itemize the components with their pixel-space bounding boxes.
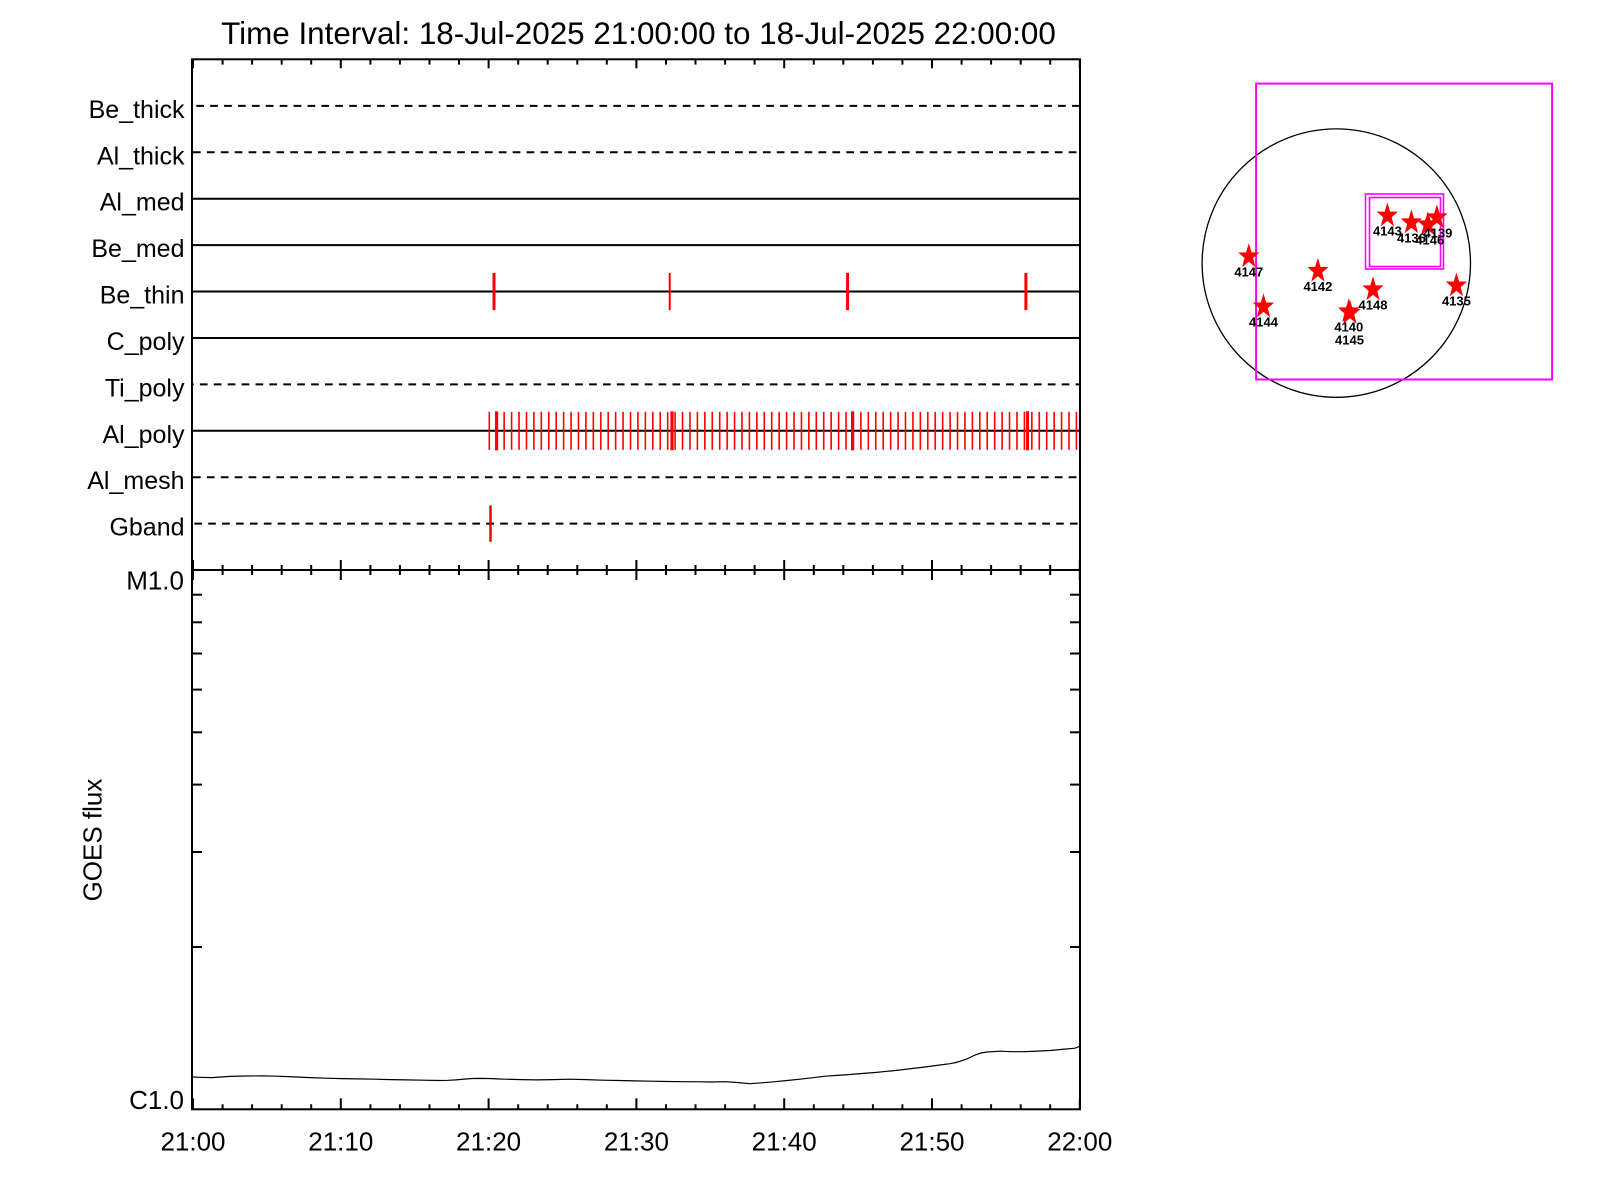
svg-text:4142: 4142: [1303, 279, 1332, 294]
svg-text:Be_thick: Be_thick: [89, 96, 185, 124]
svg-text:GOES flux: GOES flux: [77, 779, 107, 902]
svg-text:Time Interval: 18-Jul-2025 21:: Time Interval: 18-Jul-2025 21:00:00 to 1…: [221, 16, 1056, 51]
svg-text:4148: 4148: [1359, 298, 1388, 313]
svg-text:Al_thick: Al_thick: [97, 142, 185, 170]
svg-text:C_poly: C_poly: [107, 328, 185, 356]
svg-text:21:40: 21:40: [752, 1127, 817, 1157]
svg-text:Gband: Gband: [109, 514, 184, 542]
svg-text:21:50: 21:50: [899, 1127, 964, 1157]
svg-text:4135: 4135: [1442, 294, 1471, 309]
svg-text:4139: 4139: [1423, 226, 1452, 241]
svg-text:4136: 4136: [1397, 231, 1426, 246]
svg-text:C1.0: C1.0: [129, 1085, 184, 1115]
svg-text:21:10: 21:10: [308, 1127, 373, 1157]
svg-text:M1.0: M1.0: [126, 566, 184, 596]
svg-text:Ti_poly: Ti_poly: [105, 374, 185, 402]
svg-text:Al_mesh: Al_mesh: [87, 467, 184, 495]
svg-text:21:00: 21:00: [160, 1127, 225, 1157]
svg-text:Be_med: Be_med: [91, 235, 184, 263]
svg-text:Be_thin: Be_thin: [100, 282, 185, 310]
svg-text:4146: 4146: [1415, 233, 1444, 248]
svg-text:4143: 4143: [1373, 224, 1402, 239]
svg-text:21:20: 21:20: [456, 1127, 521, 1157]
svg-text:4144: 4144: [1249, 315, 1279, 330]
svg-text:22:00: 22:00: [1047, 1127, 1112, 1157]
svg-text:4140: 4140: [1334, 320, 1363, 335]
svg-text:4145: 4145: [1335, 332, 1364, 347]
svg-text:21:30: 21:30: [604, 1127, 669, 1157]
svg-text:Al_poly: Al_poly: [103, 421, 185, 449]
svg-text:4147: 4147: [1234, 265, 1263, 280]
svg-text:Al_med: Al_med: [100, 189, 185, 217]
